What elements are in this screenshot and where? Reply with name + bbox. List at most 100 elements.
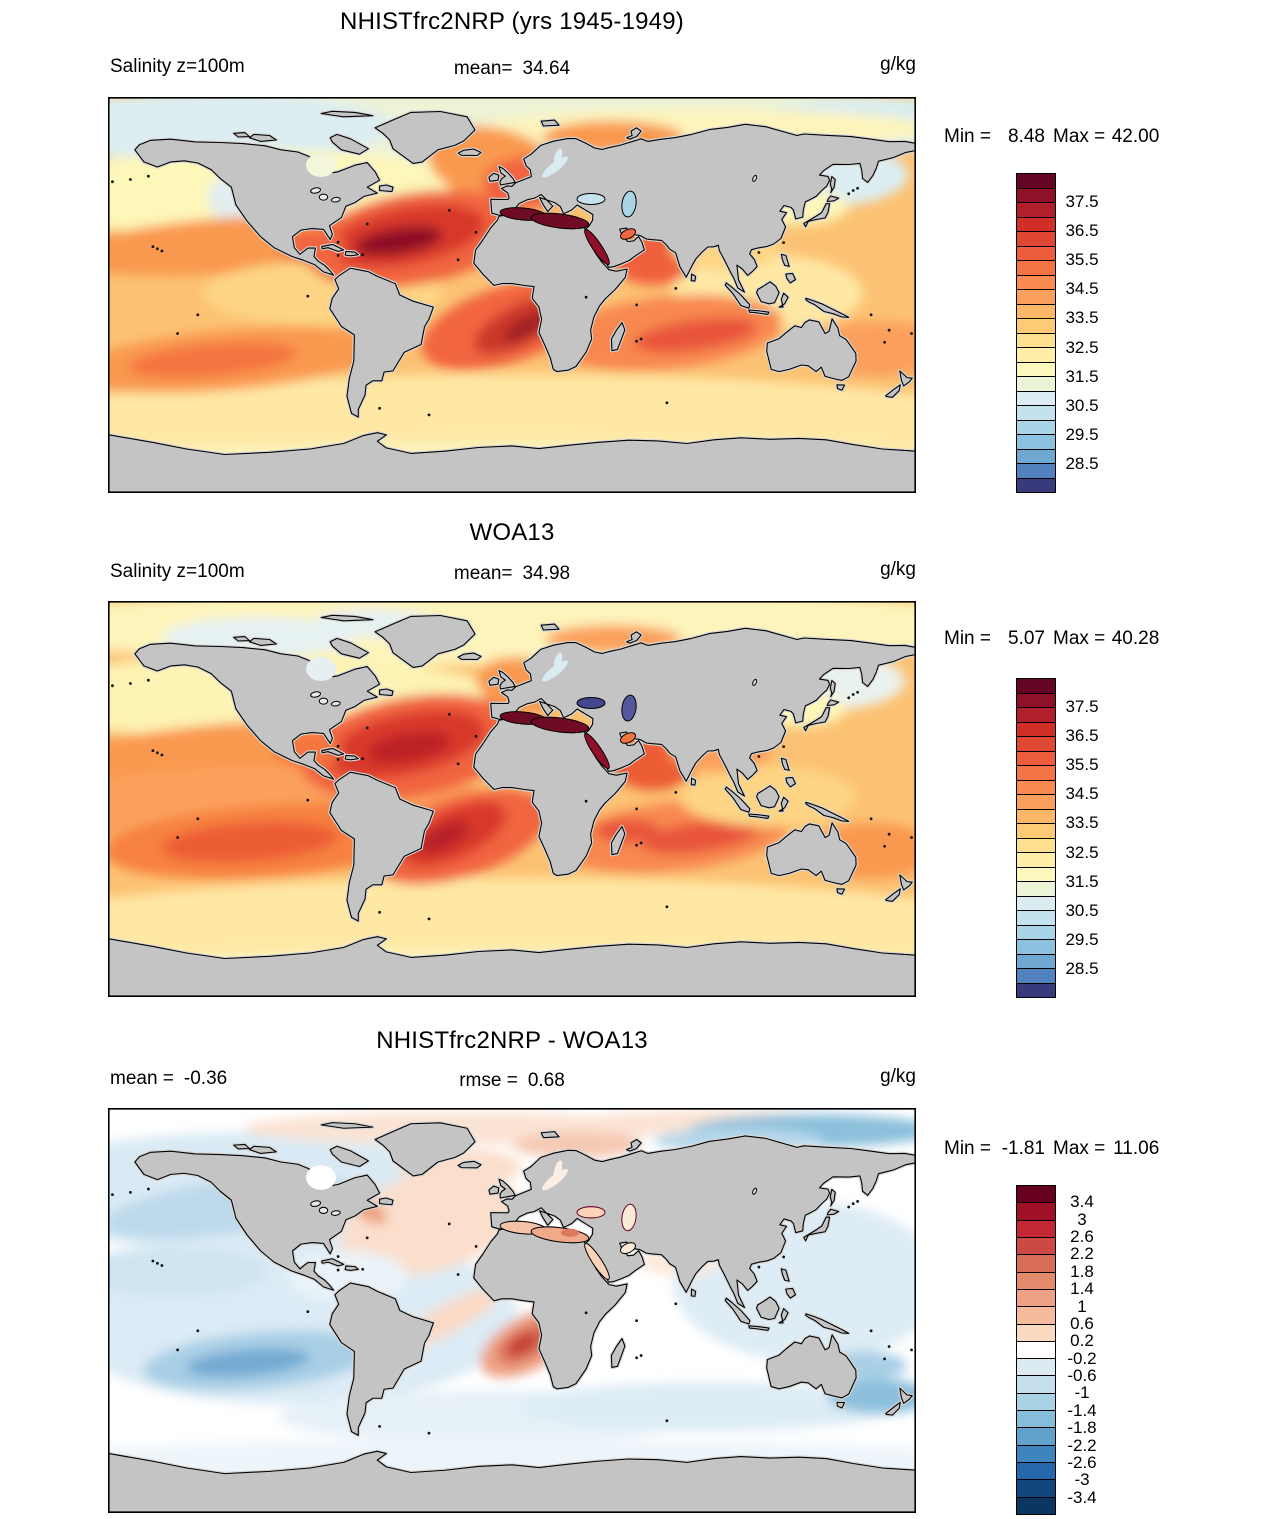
colorbar-cell (1017, 707, 1055, 722)
colorbar-cell (1017, 231, 1055, 246)
colorbar-cell (1017, 837, 1055, 852)
colorbar-cell (1017, 736, 1055, 751)
colorbar-tick-label: -1.4 (1067, 1400, 1097, 1420)
colorbar-tick-label: 3 (1077, 1209, 1087, 1229)
colorbar-cell (1017, 852, 1055, 867)
colorbar-cell (1017, 1444, 1055, 1462)
colorbar-tick-label: 35.5 (1065, 755, 1099, 775)
colorbar-tick-label: 33.5 (1065, 813, 1099, 833)
colorbar-cell (1017, 260, 1055, 275)
panel-1-units: g/kg (880, 54, 916, 75)
panel-1-minmax: Min = 8.48 Max = 42.00 (944, 126, 1160, 147)
colorbar-cell (1017, 390, 1055, 405)
colorbar-cell (1017, 245, 1055, 260)
colorbar-tick-label: -0.6 (1067, 1366, 1097, 1386)
panel-2-title: WOA13 (469, 519, 555, 546)
colorbar-tick-label: -2.6 (1067, 1452, 1097, 1472)
colorbar-tick-label: 30.5 (1065, 900, 1099, 920)
salinity-map-woa13 (108, 601, 916, 997)
colorbar-cell (1017, 1410, 1055, 1428)
colorbar-cell (1017, 968, 1055, 983)
panel-2-mean: mean= 34.98 (453, 563, 571, 584)
colorbar-tick-label: -1.8 (1067, 1418, 1097, 1438)
colorbar-cell (1017, 318, 1055, 333)
colorbar-tick-label: 31.5 (1065, 871, 1099, 891)
colorbar-tick-label: -3.4 (1067, 1487, 1097, 1507)
colorbar-cell (1017, 1462, 1055, 1480)
panel-3-units: g/kg (880, 1066, 916, 1087)
panel-1-title: NHISTfrc2NRP (yrs 1945-1949) (340, 8, 684, 35)
colorbar-tick-label: 30.5 (1065, 395, 1099, 415)
panel-3-title: NHISTfrc2NRP - WOA13 (376, 1027, 648, 1054)
colorbar-tick-label: 1 (1077, 1296, 1087, 1316)
colorbar-cell (1017, 216, 1055, 231)
colorbar-tick-label: 29.5 (1065, 929, 1099, 949)
colorbar-cell (1017, 1254, 1055, 1272)
colorbar-cell (1017, 1323, 1055, 1341)
colorbar-tick-label: 33.5 (1065, 308, 1099, 328)
colorbar-cell (1017, 1479, 1055, 1497)
colorbar-tick-label: 34.5 (1065, 784, 1099, 804)
colorbar-cell (1017, 1288, 1055, 1307)
colorbar-cell (1017, 174, 1055, 188)
panel-2-header-row: Salinity z=100m mean= 34.98 g/kg (108, 559, 916, 585)
panel-3-minmax: Min = -1.81 Max = 11.06 (944, 1138, 1160, 1159)
colorbar-cell (1017, 1427, 1055, 1445)
colorbar-cell (1017, 1219, 1055, 1237)
colorbar-cell (1017, 434, 1055, 449)
panel-2-units: g/kg (880, 559, 916, 580)
colorbar-cell (1017, 692, 1055, 707)
colorbar-cell (1017, 779, 1055, 794)
colorbar-tick-label: 0.6 (1070, 1313, 1094, 1333)
colorbar-cell (1017, 910, 1055, 925)
colorbar-tick-label: 28.5 (1065, 958, 1099, 978)
colorbar-tick-label: 1.4 (1070, 1279, 1094, 1299)
colorbar-cell (1017, 347, 1055, 362)
panel-1-header-row: Salinity z=100m mean= 34.64 g/kg (108, 54, 916, 80)
panel-1-map (108, 97, 916, 493)
panel-2-colorbar (1016, 678, 1056, 998)
colorbar-tick-label: 34.5 (1065, 279, 1099, 299)
colorbar-cell (1017, 463, 1055, 478)
colorbar-cell (1017, 477, 1055, 492)
colorbar-tick-label: 35.5 (1065, 250, 1099, 270)
colorbar-cell (1017, 881, 1055, 896)
colorbar-tick-label: 37.5 (1065, 697, 1099, 717)
colorbar-cell (1017, 750, 1055, 765)
colorbar-cell (1017, 202, 1055, 217)
colorbar-tick-label: 36.5 (1065, 221, 1099, 241)
colorbar-cell (1017, 448, 1055, 463)
colorbar-cell (1017, 1358, 1055, 1376)
colorbar-tick-label: -0.2 (1067, 1348, 1097, 1368)
colorbar-tick-label: 3.4 (1070, 1192, 1094, 1212)
colorbar-cell (1017, 1340, 1055, 1359)
colorbar-cell (1017, 361, 1055, 376)
panel-2-variable-label: Salinity z=100m (110, 561, 245, 582)
colorbar-cell (1017, 866, 1055, 881)
colorbar-cell (1017, 1271, 1055, 1289)
colorbar-cell (1017, 1392, 1055, 1411)
panel-3-rmse: rmse = 0.68 (459, 1070, 565, 1091)
colorbar-cell (1017, 289, 1055, 304)
colorbar-cell (1017, 303, 1055, 318)
colorbar-tick-label: 2.2 (1070, 1244, 1094, 1264)
colorbar-cell (1017, 405, 1055, 420)
panel-3-header-row: mean = -0.36 rmse = 0.68 g/kg (108, 1066, 916, 1092)
panel-3-colorbar (1016, 1185, 1056, 1515)
salinity-difference-map (108, 1108, 916, 1513)
colorbar-tick-label: -2.2 (1067, 1435, 1097, 1455)
colorbar-cell (1017, 721, 1055, 736)
colorbar-cell (1017, 1236, 1055, 1255)
colorbar-cell (1017, 1306, 1055, 1324)
colorbar-cell (1017, 274, 1055, 289)
colorbar-cell (1017, 939, 1055, 954)
colorbar-tick-label: 2.6 (1070, 1227, 1094, 1247)
colorbar-tick-label: 32.5 (1065, 842, 1099, 862)
panel-2-minmax: Min = 5.07 Max = 40.28 (944, 628, 1160, 649)
colorbar-cell (1017, 895, 1055, 910)
panel-1-mean: mean= 34.64 (453, 58, 571, 79)
colorbar-tick-label: 28.5 (1065, 453, 1099, 473)
colorbar-cell (1017, 1375, 1055, 1393)
colorbar-tick-label: 32.5 (1065, 337, 1099, 357)
